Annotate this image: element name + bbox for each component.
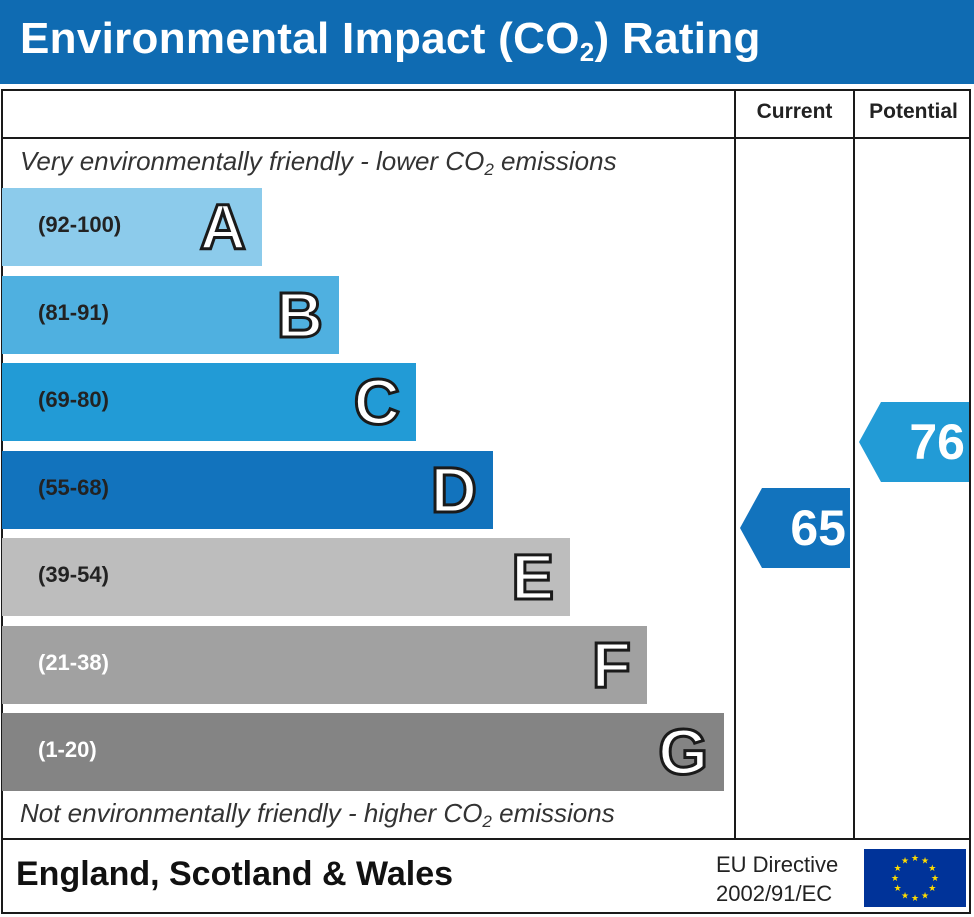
divider-current bbox=[734, 89, 736, 840]
eu-star-icon: ★ bbox=[901, 856, 909, 866]
footer-divider bbox=[1, 838, 971, 840]
eu-star-icon: ★ bbox=[894, 863, 902, 873]
eu-flag-icon: ★ ★ ★ ★ ★ ★ ★ ★ ★ ★ ★ ★ bbox=[864, 849, 966, 907]
band-range-label: (69-80) bbox=[38, 387, 109, 412]
note-bottom-text: Not environmentally friendly - higher CO bbox=[20, 798, 483, 828]
band-range-label: (92-100) bbox=[38, 212, 122, 237]
eu-star-icon: ★ bbox=[921, 890, 929, 900]
band-letter: F bbox=[590, 627, 632, 702]
eu-star-icon: ★ bbox=[911, 893, 919, 903]
band-range-label: (55-68) bbox=[38, 474, 109, 500]
potential-rating-arrow: 76 bbox=[859, 402, 969, 482]
current-arrow-shape bbox=[740, 487, 850, 568]
eu-stars: ★★★★★★★★★ ★ ★★ bbox=[891, 853, 939, 903]
note-top-text-end: emissions bbox=[493, 146, 617, 176]
eu-directive-line1: EU Directive bbox=[716, 852, 839, 877]
page-title: Environmental Impact (CO2) Rating bbox=[20, 14, 761, 68]
eu-star-icon: ★ bbox=[928, 863, 936, 873]
band-letter: G bbox=[657, 715, 710, 790]
note-top: Very environmentally friendly - lower CO… bbox=[20, 146, 617, 180]
title-text-end: ) Rating bbox=[594, 14, 761, 63]
header-row-divider bbox=[1, 137, 971, 139]
band-a: (92-100) A bbox=[2, 188, 262, 266]
title-subscript: 2 bbox=[579, 37, 595, 67]
current-rating-value: 65 bbox=[790, 499, 846, 556]
eu-star-icon: ★ bbox=[901, 890, 909, 900]
page-header: Environmental Impact (CO2) Rating bbox=[0, 0, 974, 84]
band-letter: A bbox=[198, 190, 247, 265]
band-range-label: (21-38) bbox=[38, 649, 109, 675]
band-letter: C bbox=[352, 365, 401, 440]
band-d: (55-68) D bbox=[2, 450, 493, 529]
eu-star-icon: ★ bbox=[931, 873, 939, 883]
divider-potential bbox=[853, 89, 855, 840]
band-letter: D bbox=[429, 452, 478, 527]
band-g: (1-20) G bbox=[2, 713, 724, 791]
band-range-label: (81-91) bbox=[38, 299, 109, 325]
eu-star-icon: ★ bbox=[921, 856, 929, 866]
band-f: (21-38) F bbox=[2, 625, 647, 704]
note-bottom-text-end: emissions bbox=[491, 798, 615, 828]
eu-star-icon: ★ bbox=[911, 853, 919, 863]
column-header-potential: Potential bbox=[869, 100, 958, 123]
band-letter: E bbox=[510, 540, 556, 615]
eu-star-icon: ★ bbox=[928, 883, 936, 893]
note-top-subscript: 2 bbox=[484, 160, 494, 179]
band-e: (39-54) E bbox=[2, 538, 570, 616]
band-range-label: (39-54) bbox=[38, 562, 109, 587]
potential-rating-value: 76 bbox=[909, 414, 965, 470]
potential-arrow-shape bbox=[859, 402, 969, 482]
band-letter: B bbox=[275, 277, 324, 352]
note-top-text: Very environmentally friendly - lower CO bbox=[20, 146, 485, 176]
band-c: (69-80) C bbox=[2, 363, 416, 441]
region-label: England, Scotland & Wales bbox=[16, 855, 454, 893]
note-bottom-subscript: 2 bbox=[482, 812, 492, 831]
title-text: Environmental Impact (CO bbox=[20, 14, 580, 63]
eu-star-icon: ★ bbox=[894, 883, 902, 893]
column-header-current: Current bbox=[756, 100, 833, 123]
eu-directive-line2: 2002/91/EC bbox=[716, 881, 833, 906]
band-range-label: (1-20) bbox=[38, 737, 97, 762]
eu-star-icon: ★ bbox=[891, 873, 899, 883]
eu-directive: EU Directive 2002/91/EC bbox=[716, 850, 838, 908]
note-bottom: Not environmentally friendly - higher CO… bbox=[20, 798, 615, 832]
current-rating-arrow: 65 bbox=[740, 487, 850, 568]
band-b: (81-91) B bbox=[2, 275, 339, 354]
